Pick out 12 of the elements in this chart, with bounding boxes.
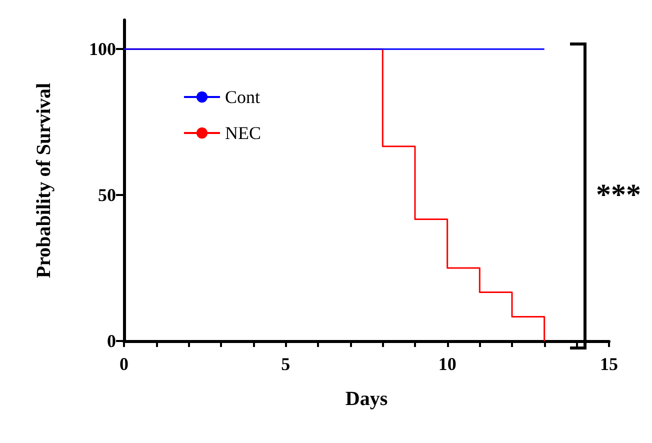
y-tick-label: 0 (107, 331, 116, 351)
annotation: *** (596, 178, 641, 212)
y-tick-label: 50 (98, 185, 116, 206)
x-tick-label: 15 (600, 354, 618, 374)
x-tick-label: 10 (438, 354, 456, 374)
y-axis-title: Probability of Survival (33, 82, 55, 278)
x-axis-title: Days (345, 388, 388, 410)
x-tick-label: 0 (120, 354, 128, 374)
y-tick-label: 100 (89, 39, 116, 60)
legend-label: Cont (225, 87, 260, 107)
legend-label: NEC (225, 123, 261, 143)
x-tick-label: 5 (281, 354, 290, 374)
